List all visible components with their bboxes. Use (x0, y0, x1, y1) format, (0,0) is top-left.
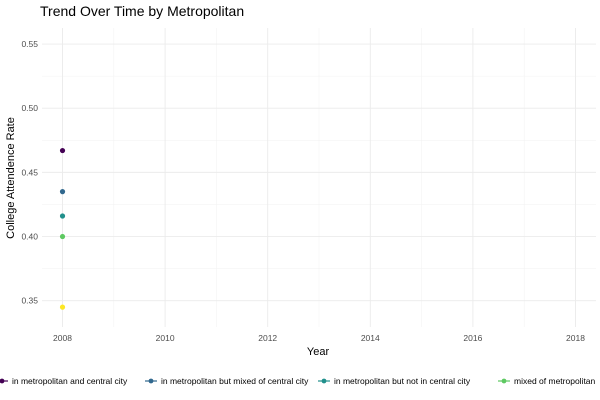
y-tick-label: 0.50 (21, 103, 38, 113)
legend-item: mixed of metropolitan (498, 376, 596, 386)
chart-title: Trend Over Time by Metropolitan (40, 3, 244, 19)
legend-key-point (148, 378, 154, 384)
y-axis-ticks: 0.35 0.40 0.45 0.50 0.55 (21, 39, 38, 306)
y-tick-label: 0.35 (21, 296, 38, 306)
legend-label: in metropolitan but not in central city (334, 376, 471, 386)
x-tick-label: 2018 (566, 333, 585, 343)
data-point (59, 147, 66, 154)
legend: in metropolitan and central city in metro… (0, 376, 596, 386)
y-tick-label: 0.45 (21, 167, 38, 177)
y-axis-title: College Attendence Rate (5, 117, 17, 239)
y-tick-label: 0.55 (21, 39, 38, 49)
x-axis-ticks: 2008 2010 2012 2014 2016 2018 (53, 333, 585, 343)
legend-label: in metropolitan and central city (12, 376, 128, 386)
legend-key-point (501, 378, 507, 384)
legend-key-point (321, 378, 327, 384)
x-tick-label: 2008 (53, 333, 72, 343)
legend-label: mixed of metropolitan (514, 376, 596, 386)
data-point (59, 233, 66, 240)
legend-key-point (0, 378, 5, 384)
data-point (59, 304, 66, 310)
legend-item: in metropolitan but not in central city (318, 376, 471, 386)
grid (42, 28, 596, 327)
data-point (59, 189, 66, 195)
y-tick-label: 0.40 (21, 232, 38, 242)
x-tick-label: 2012 (258, 333, 277, 343)
x-tick-label: 2014 (361, 333, 380, 343)
x-tick-label: 2016 (463, 333, 482, 343)
data-points (59, 147, 66, 310)
legend-item: in metropolitan but mixed of central cit… (145, 376, 309, 386)
data-point (59, 213, 66, 219)
legend-label: in metropolitan but mixed of central cit… (161, 376, 309, 386)
x-tick-label: 2010 (156, 333, 175, 343)
x-axis-title: Year (307, 346, 330, 358)
legend-item: in metropolitan and central city (0, 376, 128, 386)
